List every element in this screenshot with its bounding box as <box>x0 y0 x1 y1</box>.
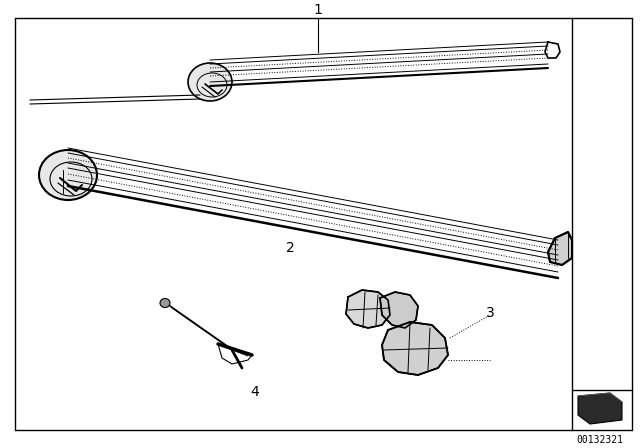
Ellipse shape <box>160 298 170 307</box>
Polygon shape <box>346 290 390 328</box>
Text: 1: 1 <box>314 3 323 17</box>
Text: 2: 2 <box>285 241 294 255</box>
Ellipse shape <box>188 63 232 101</box>
Polygon shape <box>380 292 418 328</box>
Ellipse shape <box>39 150 97 200</box>
Polygon shape <box>548 232 572 265</box>
Text: 4: 4 <box>251 385 259 399</box>
Text: 00132321: 00132321 <box>577 435 623 445</box>
Text: 3: 3 <box>486 306 494 320</box>
Polygon shape <box>578 393 622 424</box>
Polygon shape <box>382 322 448 375</box>
